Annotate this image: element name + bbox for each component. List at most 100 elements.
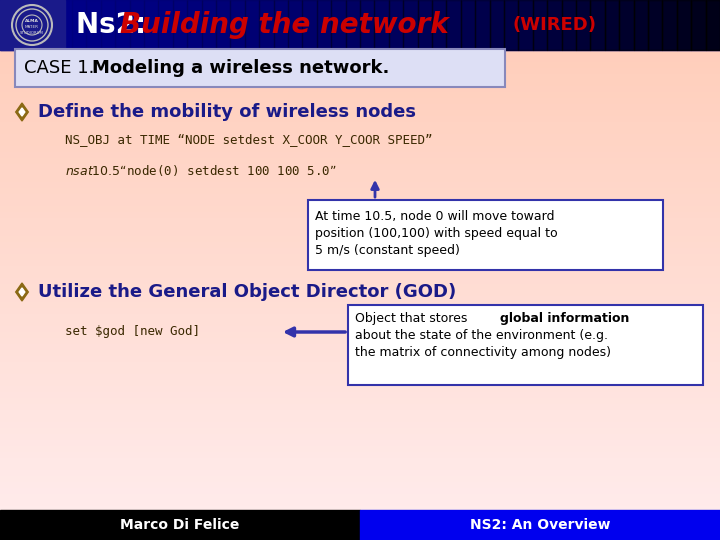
Bar [0,425,720,432]
Polygon shape [19,107,25,117]
Text: MATER: MATER [25,25,39,29]
Bar [0,167,720,174]
Polygon shape [16,103,28,121]
Bar [0,305,720,312]
Bar [0,107,720,114]
Bar [533,0,547,50]
Bar [0,389,720,396]
Bar [115,0,130,50]
Bar [0,197,720,204]
Bar [259,0,274,50]
Text: At time 10.5, node 0 will move toward: At time 10.5, node 0 will move toward [315,210,554,223]
Bar [0,221,720,228]
Text: Modeling a wireless network.: Modeling a wireless network. [92,59,390,77]
Bar [0,485,720,492]
Bar [504,0,518,50]
Bar [230,0,245,50]
Bar [0,359,720,366]
Bar [0,101,720,108]
Bar [0,0,65,50]
Bar [0,431,720,438]
Bar [216,0,230,50]
Bar [15,49,505,87]
Bar [0,95,720,102]
Text: $ns at 10.5 “$node(0) setdest 100 100 5.0”: $ns at 10.5 “$node(0) setdest 100 100 5.… [65,163,337,178]
Bar [0,203,720,210]
Bar [144,0,158,50]
Text: Building the network: Building the network [120,11,449,39]
Text: CASE 1.: CASE 1. [24,59,100,77]
Bar [0,491,720,498]
Bar [0,29,720,36]
Bar [562,0,576,50]
Bar [403,0,418,50]
Bar [0,59,720,66]
Text: STUDIORUM: STUDIORUM [20,31,44,35]
Bar [0,299,720,306]
Bar [0,257,720,264]
Text: about the state of the environment (e.g.: about the state of the environment (e.g. [355,329,608,342]
Bar [0,119,720,126]
Bar [0,407,720,414]
Bar [0,281,720,288]
Bar [0,461,720,468]
Bar [0,0,720,50]
Bar [648,0,662,50]
Text: Define the mobility of wireless nodes: Define the mobility of wireless nodes [38,103,416,121]
Bar [0,269,720,276]
Bar [374,0,389,50]
Text: NS_OBJ at TIME “NODE setdest X_COOR Y_COOR SPEED”: NS_OBJ at TIME “NODE setdest X_COOR Y_CO… [65,133,433,146]
Polygon shape [19,108,24,116]
Bar [0,347,720,354]
Bar [360,510,720,540]
Bar [0,383,720,390]
Bar [0,209,720,216]
Bar [490,0,504,50]
Bar [0,287,720,294]
Bar [0,71,720,78]
Bar [245,0,259,50]
Bar [187,0,202,50]
Bar [346,0,360,50]
Bar [0,77,720,84]
Bar [72,0,86,50]
Text: the matrix of connectivity among nodes): the matrix of connectivity among nodes) [355,346,611,359]
Bar [0,0,14,50]
Bar [0,419,720,426]
Text: Ns2:: Ns2: [76,11,156,39]
Bar [0,41,720,48]
Bar [0,83,720,90]
Text: position (100,100) with speed equal to: position (100,100) with speed equal to [315,227,557,240]
Text: (WIRED): (WIRED) [512,16,596,34]
Bar [677,0,691,50]
Bar [0,443,720,450]
Bar [274,0,288,50]
Bar [360,0,374,50]
Bar [0,233,720,240]
Bar [662,0,677,50]
Bar [0,53,720,60]
Bar [0,479,720,486]
Bar [288,0,302,50]
Bar [0,413,720,420]
Bar [308,200,663,270]
Bar [0,365,720,372]
Polygon shape [19,287,25,296]
Text: 5 m/s (constant speed): 5 m/s (constant speed) [315,244,460,257]
Bar [0,161,720,168]
Bar [0,179,720,186]
Bar [86,0,101,50]
Bar [202,0,216,50]
Bar [0,473,720,480]
Bar [0,293,720,300]
Bar [0,353,720,360]
Bar [0,125,720,132]
Bar [0,497,720,504]
Bar [0,185,720,192]
Bar [0,323,720,330]
Bar [389,0,403,50]
Bar [348,305,703,385]
Bar [0,239,720,246]
Bar [0,329,720,336]
Bar [0,137,720,144]
